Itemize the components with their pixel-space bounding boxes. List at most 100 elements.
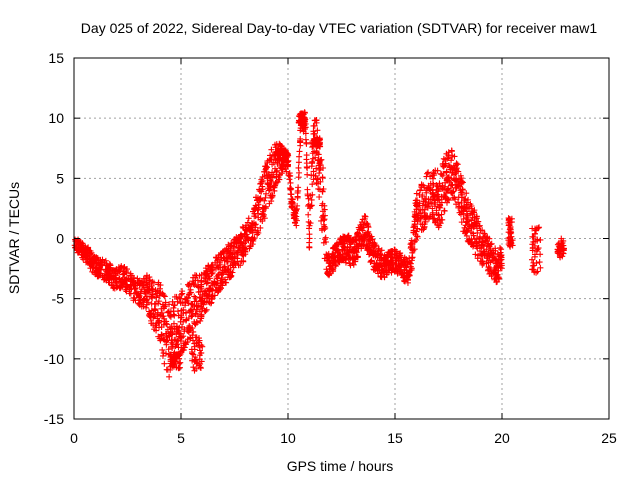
data-point bbox=[449, 153, 456, 160]
y-tick-label: 15 bbox=[48, 50, 64, 66]
data-point bbox=[354, 230, 361, 237]
data-point bbox=[110, 285, 117, 292]
data-point bbox=[464, 199, 471, 206]
data-point bbox=[444, 177, 451, 184]
data-point bbox=[153, 327, 160, 334]
data-point bbox=[159, 346, 166, 353]
data-point bbox=[359, 227, 366, 234]
data-point bbox=[359, 216, 366, 223]
data-point bbox=[176, 294, 183, 301]
data-point bbox=[407, 260, 414, 267]
data-point bbox=[332, 263, 339, 270]
data-point bbox=[448, 157, 455, 164]
data-point bbox=[106, 279, 113, 286]
data-point bbox=[294, 193, 301, 200]
data-point bbox=[375, 246, 382, 253]
data-point bbox=[354, 254, 361, 261]
data-point bbox=[268, 178, 275, 185]
data-point bbox=[284, 152, 291, 159]
data-point bbox=[422, 201, 429, 208]
data-point bbox=[490, 253, 497, 260]
data-point bbox=[166, 301, 173, 308]
data-point bbox=[316, 159, 323, 166]
data-point bbox=[238, 258, 245, 265]
data-point bbox=[110, 267, 117, 274]
data-point bbox=[287, 191, 294, 198]
data-point bbox=[312, 154, 319, 161]
data-point bbox=[144, 273, 151, 280]
data-point bbox=[193, 298, 200, 305]
data-point bbox=[211, 292, 218, 299]
y-axis-label: SDTVAR / TECUs bbox=[6, 182, 22, 294]
data-point bbox=[244, 219, 251, 226]
data-point bbox=[170, 311, 177, 318]
data-point bbox=[383, 271, 390, 278]
data-point bbox=[121, 270, 128, 277]
data-point bbox=[404, 277, 411, 284]
x-tick-label: 25 bbox=[601, 430, 617, 446]
data-point bbox=[132, 286, 139, 293]
data-point bbox=[377, 251, 384, 258]
data-point bbox=[161, 360, 168, 367]
data-point bbox=[329, 266, 336, 273]
data-point bbox=[433, 181, 440, 188]
data-point bbox=[480, 243, 487, 250]
data-point bbox=[195, 362, 202, 369]
data-point bbox=[534, 246, 541, 253]
data-point bbox=[457, 180, 464, 187]
data-point bbox=[413, 237, 420, 244]
data-point bbox=[200, 299, 207, 306]
data-point bbox=[495, 259, 502, 266]
data-point bbox=[528, 256, 535, 263]
x-tick-label: 5 bbox=[177, 430, 185, 446]
axes-layer: 0 5 10 15 20 25 -15 -10 -5 0 5 10 15 bbox=[44, 50, 617, 446]
data-point bbox=[459, 186, 466, 193]
data-point bbox=[180, 306, 187, 313]
data-point bbox=[199, 298, 206, 305]
data-point bbox=[506, 229, 513, 236]
data-point bbox=[560, 242, 567, 249]
data-point bbox=[251, 213, 258, 220]
data-point bbox=[271, 184, 278, 191]
data-point bbox=[318, 217, 325, 224]
y-tick-label: -10 bbox=[44, 351, 64, 367]
data-point bbox=[481, 230, 488, 237]
data-point bbox=[268, 194, 275, 201]
data-point bbox=[165, 309, 172, 316]
data-point bbox=[319, 188, 326, 195]
data-point bbox=[116, 275, 123, 282]
data-point bbox=[125, 276, 132, 283]
data-point bbox=[444, 186, 451, 193]
data-point bbox=[316, 136, 323, 143]
data-point bbox=[313, 119, 320, 126]
data-point bbox=[180, 318, 187, 325]
data-point bbox=[296, 153, 303, 160]
data-point bbox=[407, 267, 414, 274]
data-point bbox=[148, 282, 155, 289]
data-point bbox=[116, 278, 123, 285]
data-point bbox=[485, 263, 492, 270]
data-point bbox=[448, 175, 455, 182]
data-point bbox=[294, 202, 301, 209]
data-point bbox=[222, 246, 229, 253]
data-point bbox=[411, 222, 418, 229]
data-point bbox=[422, 214, 429, 221]
data-point bbox=[286, 176, 293, 183]
data-point bbox=[537, 251, 544, 258]
data-point bbox=[448, 148, 455, 155]
data-point bbox=[451, 177, 458, 184]
data-point bbox=[182, 309, 189, 316]
data-point bbox=[272, 156, 279, 163]
data-point bbox=[192, 277, 199, 284]
data-point bbox=[268, 146, 275, 153]
data-point bbox=[400, 277, 407, 284]
data-point bbox=[371, 243, 378, 250]
data-point bbox=[436, 203, 443, 210]
data-point bbox=[187, 327, 194, 334]
data-point bbox=[127, 290, 134, 297]
data-point bbox=[441, 207, 448, 214]
data-point bbox=[122, 276, 129, 283]
data-point bbox=[533, 260, 540, 267]
data-point bbox=[321, 216, 328, 223]
data-point bbox=[341, 257, 348, 264]
